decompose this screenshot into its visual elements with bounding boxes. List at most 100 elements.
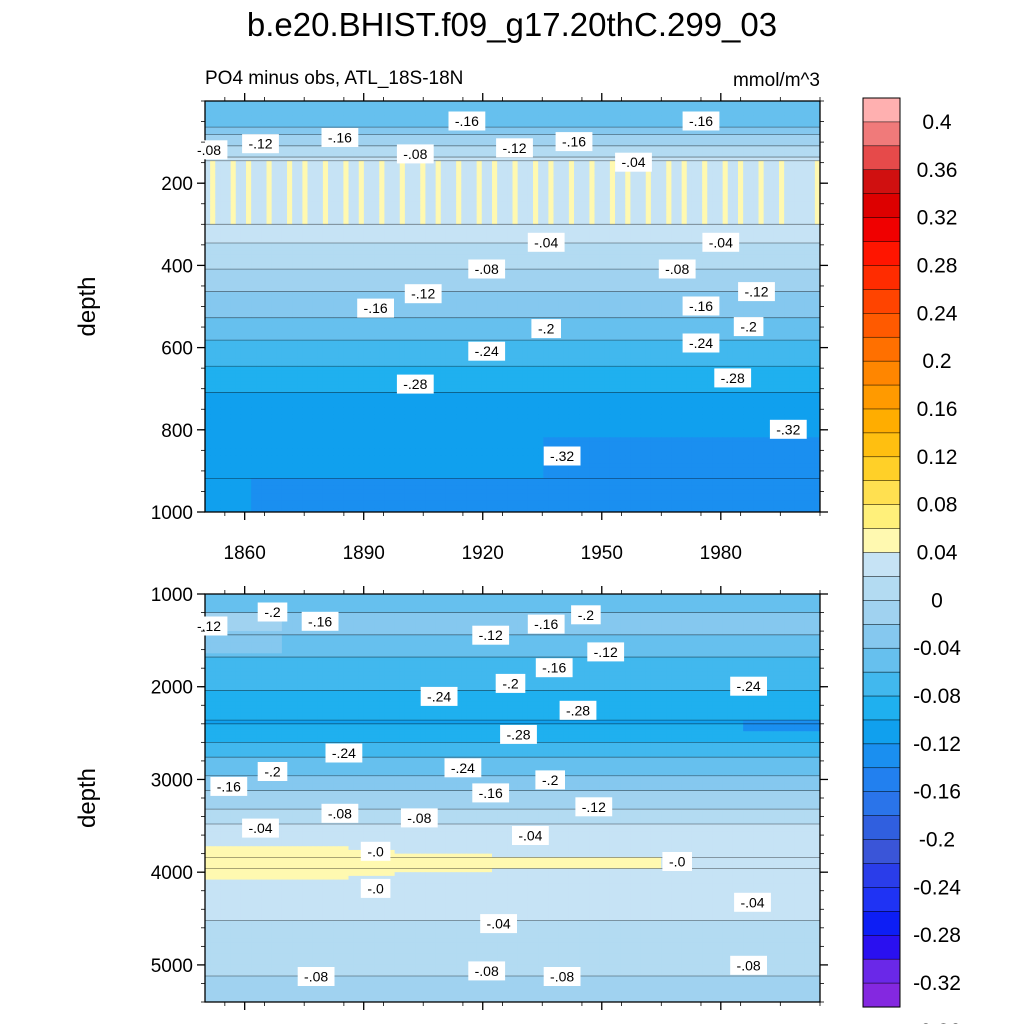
- field-cell: [584, 201, 590, 207]
- field-cell: [773, 157, 780, 162]
- field-cell: [507, 175, 514, 181]
- field-cell: [256, 179, 262, 184]
- field-cell: [707, 153, 713, 158]
- field-cell: [615, 108, 621, 113]
- field-cell: [271, 108, 278, 113]
- field-cell: [456, 231, 462, 237]
- field-cell: [322, 153, 329, 158]
- field-cell: [374, 157, 380, 162]
- field-cell: [481, 104, 488, 110]
- field-cell: [389, 153, 396, 158]
- field-cell: [538, 198, 544, 203]
- field-cell: [297, 235, 303, 240]
- field-cell: [445, 104, 452, 110]
- field-cell: [394, 142, 401, 147]
- field-cell: [758, 246, 765, 252]
- field-cell: [404, 175, 411, 181]
- field-cell: [599, 250, 606, 255]
- field-cell: [589, 175, 596, 181]
- field-cell: [615, 198, 621, 203]
- field-cell: [353, 160, 360, 166]
- field-cell: [804, 231, 811, 237]
- field-cell: [415, 228, 421, 233]
- field-cell: [230, 235, 237, 240]
- field-cell: [220, 224, 227, 229]
- field-cell: [738, 101, 744, 106]
- field-cell: [743, 235, 749, 240]
- field-cell: [579, 205, 585, 210]
- field-cell: [317, 112, 324, 117]
- field-cell: [287, 216, 293, 222]
- field-cell: [261, 183, 268, 188]
- field-cell: [287, 228, 293, 233]
- field-cell: [430, 242, 437, 248]
- field-cell: [297, 123, 303, 128]
- field-cell: [420, 183, 426, 188]
- field-cell: [753, 224, 760, 229]
- field-cell: [527, 112, 534, 117]
- field-cell: [404, 205, 411, 210]
- field-cell: [538, 186, 544, 192]
- field-cell: [779, 209, 785, 214]
- field-cell: [486, 112, 493, 117]
- field-cell: [225, 231, 232, 237]
- field-cell: [281, 183, 288, 188]
- field-cell: [369, 205, 375, 210]
- field-cell: [650, 164, 657, 169]
- field-cell: [369, 183, 375, 188]
- field-cell: [353, 153, 360, 158]
- field-cell: [328, 119, 334, 125]
- field-cell: [789, 138, 795, 143]
- field-cell: [594, 201, 601, 207]
- field-cell: [425, 242, 432, 248]
- field-cell: [686, 228, 693, 233]
- field-cell: [794, 205, 801, 210]
- field-cell: [420, 190, 426, 196]
- field-cell: [486, 149, 493, 154]
- field-cell: [456, 186, 462, 192]
- field-cell: [456, 205, 462, 210]
- field-cell: [312, 186, 319, 192]
- field-cell: [584, 168, 590, 173]
- field-cell: [794, 138, 801, 143]
- field-cell: [456, 145, 462, 151]
- field-cell: [445, 160, 452, 166]
- field-cell: [210, 101, 216, 106]
- field-cell: [399, 138, 406, 143]
- field-cell: [374, 220, 380, 225]
- field-cell: [620, 123, 626, 128]
- field-cell: [743, 228, 749, 233]
- field-cell: [312, 235, 319, 240]
- field-cell: [584, 231, 590, 237]
- field-cell: [594, 115, 601, 121]
- field-cell: [215, 130, 221, 136]
- field-cell: [307, 198, 314, 203]
- field-cell: [722, 205, 729, 210]
- field-cell: [779, 142, 785, 147]
- field-cell: [584, 190, 590, 196]
- field-cell: [594, 224, 601, 229]
- field-cell: [312, 175, 319, 181]
- field-cell: [809, 213, 816, 218]
- field-cell: [671, 164, 678, 169]
- field-cell: [461, 186, 467, 192]
- field-cell: [415, 194, 421, 199]
- field-cell: [784, 213, 790, 218]
- field-cell: [251, 209, 257, 214]
- field-cell: [666, 250, 672, 255]
- field-cell: [522, 115, 529, 121]
- field-cell: [773, 149, 780, 154]
- field-cell: [558, 101, 565, 106]
- field-cell: [379, 101, 385, 106]
- field-cell: [246, 179, 252, 184]
- field-cell: [466, 153, 473, 158]
- field-cell: [661, 209, 667, 214]
- field-cell: [584, 239, 590, 244]
- field-cell: [399, 194, 406, 199]
- field-cell: [374, 242, 380, 248]
- field-cell: [789, 228, 795, 233]
- field-cell: [358, 209, 365, 214]
- field-cell: [287, 254, 293, 259]
- field-cell: [358, 213, 365, 218]
- field-cell: [753, 246, 760, 252]
